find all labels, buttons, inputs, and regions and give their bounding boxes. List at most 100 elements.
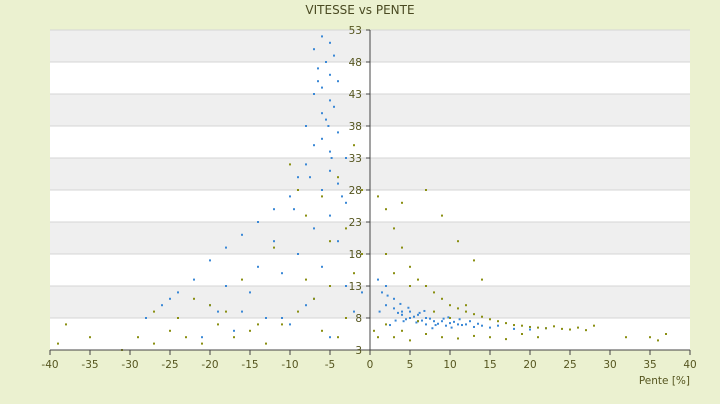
data-point-olive <box>345 317 347 319</box>
tick-labels: -40 -35 -30 -25 -20 -15 -10 -5 0 5 10 15 20 25 30 35 40 3… <box>41 25 696 371</box>
data-point-blue <box>417 313 419 316</box>
data-point-blue <box>289 323 291 326</box>
data-point-olive <box>249 329 251 332</box>
data-point-blue <box>423 309 426 312</box>
data-point-blue <box>193 278 195 281</box>
data-point-blue <box>321 112 323 115</box>
data-point-olive <box>657 339 659 342</box>
data-point-olive <box>329 240 331 243</box>
data-point-blue <box>469 320 471 323</box>
data-point-blue <box>293 208 295 211</box>
data-point-blue <box>329 214 331 217</box>
data-point-blue <box>289 195 291 198</box>
y-tick-label: 28 <box>349 185 362 197</box>
data-point-olive <box>257 323 259 326</box>
data-point-blue <box>317 80 319 83</box>
data-point-blue <box>233 329 235 332</box>
data-point-blue <box>361 291 363 294</box>
data-point-blue <box>209 259 211 262</box>
data-point-olive <box>393 336 395 339</box>
data-point-blue <box>415 321 418 324</box>
data-point-olive <box>361 189 363 191</box>
data-point-blue <box>329 99 331 102</box>
data-point-blue <box>401 313 403 316</box>
data-point-olive <box>193 297 195 300</box>
data-point-blue <box>313 227 315 230</box>
data-point-olive <box>305 278 307 281</box>
y-tick-label: 53 <box>349 25 362 37</box>
data-point-olive <box>433 310 435 313</box>
data-point-olive <box>225 310 227 313</box>
data-point-blue <box>477 322 479 325</box>
data-point-blue <box>305 304 307 307</box>
y-tick-label: 38 <box>349 121 362 133</box>
data-point-blue <box>481 324 483 327</box>
data-point-olive <box>297 310 299 313</box>
data-point-olive <box>289 163 291 166</box>
data-point-blue <box>442 317 445 320</box>
data-point-blue <box>217 310 219 313</box>
data-point-blue <box>393 297 395 300</box>
data-point-blue <box>407 306 410 309</box>
x-tick-label: -30 <box>121 359 138 371</box>
data-point-blue <box>145 317 147 319</box>
data-point-olive <box>353 144 355 147</box>
data-point-olive <box>569 328 571 331</box>
x-tick-label: -15 <box>241 359 258 371</box>
data-point-blue <box>337 182 339 185</box>
data-point-blue <box>265 317 267 319</box>
data-point-olive <box>401 246 403 249</box>
data-point-olive <box>593 324 595 327</box>
data-point-olive <box>465 304 467 307</box>
data-point-blue <box>321 265 323 268</box>
x-tick-label: 15 <box>483 359 496 371</box>
data-point-blue <box>458 318 461 321</box>
x-tick-label: -25 <box>161 359 178 371</box>
data-point-olive <box>561 327 563 330</box>
data-point-blue <box>402 320 405 323</box>
data-point-blue <box>225 246 227 249</box>
data-point-blue <box>309 176 311 179</box>
data-point-olive <box>393 272 395 275</box>
data-point-olive <box>89 336 91 339</box>
data-point-olive <box>201 342 203 345</box>
data-point-blue <box>450 326 453 329</box>
data-point-olive <box>185 336 187 339</box>
data-point-olive <box>537 336 539 339</box>
data-point-blue <box>353 310 355 313</box>
data-point-blue <box>386 294 389 297</box>
data-point-olive <box>217 323 219 326</box>
data-point-olive <box>385 208 387 211</box>
data-point-olive <box>321 195 323 198</box>
data-point-olive <box>281 323 283 326</box>
data-point-olive <box>473 259 475 262</box>
y-tick-label: 23 <box>349 217 362 229</box>
data-point-blue <box>418 311 421 314</box>
data-point-olive <box>457 240 459 243</box>
data-point-blue <box>305 163 307 166</box>
data-point-olive <box>481 315 483 318</box>
data-point-blue <box>337 131 339 134</box>
data-point-blue <box>425 317 427 319</box>
data-point-olive <box>153 310 155 313</box>
x-tick-label: 20 <box>523 359 536 371</box>
x-tick-label: 40 <box>683 359 696 371</box>
data-point-olive <box>577 326 579 329</box>
data-point-blue <box>317 67 319 70</box>
data-point-blue <box>377 278 379 281</box>
data-point-olive <box>425 333 427 335</box>
x-tick-label: 10 <box>443 359 456 371</box>
data-point-blue <box>281 272 283 275</box>
data-point-blue <box>399 302 402 305</box>
data-point-blue <box>385 285 387 287</box>
y-tick-label: 8 <box>355 313 362 325</box>
data-point-olive <box>521 324 523 327</box>
data-point-blue <box>405 318 407 321</box>
data-point-olive <box>353 272 355 275</box>
data-point-blue <box>445 324 447 327</box>
data-point-blue <box>434 324 437 327</box>
x-tick-label: -5 <box>325 359 335 371</box>
data-point-olive <box>457 337 459 340</box>
data-point-blue <box>169 297 171 300</box>
data-point-blue <box>161 304 163 307</box>
